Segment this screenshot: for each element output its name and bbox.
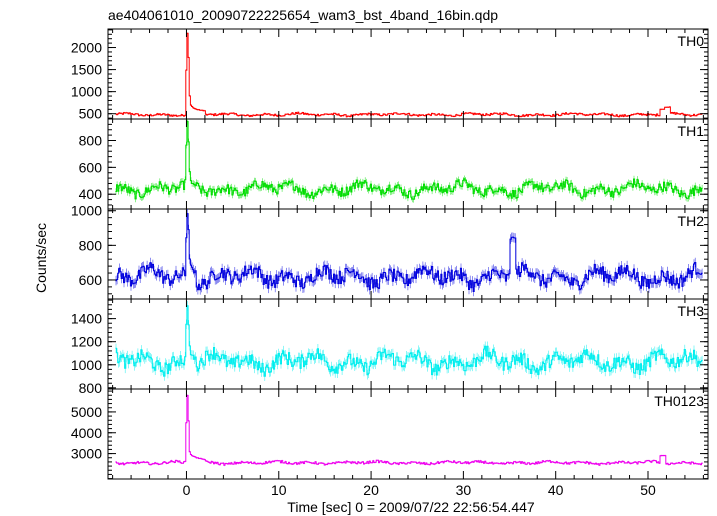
- panel-label-th3: TH3: [678, 303, 705, 319]
- panel-th2: 600 800 1000 TH2: [71, 203, 709, 300]
- series-line-th0123: [115, 394, 703, 466]
- panel-frame: [107, 28, 709, 120]
- panel-th0123: 3000 4000 5000 TH0123: [71, 388, 709, 480]
- series-errorbars-th0: [115, 32, 703, 118]
- panel-th0: 500 1000 1500 2000 TH0: [71, 28, 709, 122]
- panel-th3: 800 1000 1200 1400 TH3: [71, 298, 709, 396]
- x-tick-label: 40: [548, 482, 564, 498]
- y-tick-label: 1500: [71, 62, 102, 78]
- panel-label-th1: TH1: [678, 123, 705, 139]
- series-line-th2: [115, 213, 703, 292]
- x-tick-label: 50: [640, 482, 656, 498]
- series-line-th3: [115, 305, 703, 377]
- y-tick-label: 800: [79, 132, 103, 148]
- chart-title: ae404061010_20090722225654_wam3_bst_4ban…: [108, 7, 498, 23]
- y-tick-label: 5000: [71, 404, 102, 420]
- y-tick-label: 400: [79, 186, 103, 202]
- y-tick-label: 600: [79, 272, 103, 288]
- x-axis-title: Time [sec] 0 = 2009/07/22 22:56:54.447: [287, 499, 535, 515]
- series-errorbars-th3: [115, 301, 703, 381]
- series-line-th0: [115, 32, 703, 118]
- x-tick-label: 30: [456, 482, 472, 498]
- panel-label-th2: TH2: [678, 213, 705, 229]
- x-tick-label: 0: [183, 482, 191, 498]
- series-errorbars-th0123: [115, 394, 703, 467]
- y-tick-label: 4000: [71, 425, 102, 441]
- panel-label-th0: TH0: [678, 33, 705, 49]
- x-tick-label: 20: [363, 482, 379, 498]
- panel-label-th0123: TH0123: [654, 393, 704, 409]
- panel-frame: [107, 388, 709, 480]
- y-tick-label: 3000: [71, 446, 102, 462]
- y-tick-label: 2000: [71, 40, 102, 56]
- x-axis: 0 10 20 30 40 50: [183, 482, 656, 498]
- y-tick-label: 1400: [71, 311, 102, 327]
- y-tick-label: 1000: [71, 357, 102, 373]
- panels-group: 500 1000 1500 2000 TH0 400 600 800 TH1 600 800 1000…: [71, 28, 709, 480]
- y-tick-label: 1000: [71, 84, 102, 100]
- y-tick-label: 600: [79, 159, 103, 175]
- y-axis-title: Counts/sec: [33, 223, 49, 293]
- series-line-th1: [115, 120, 703, 200]
- panel-th1: 400 600 800 TH1: [79, 118, 709, 210]
- y-tick-label: 800: [79, 237, 103, 253]
- x-tick-label: 10: [271, 482, 287, 498]
- y-tick-label: 800: [79, 380, 103, 396]
- y-tick-label: 1200: [71, 334, 102, 350]
- y-tick-label: 500: [79, 106, 103, 122]
- y-tick-label: 1000: [71, 203, 102, 219]
